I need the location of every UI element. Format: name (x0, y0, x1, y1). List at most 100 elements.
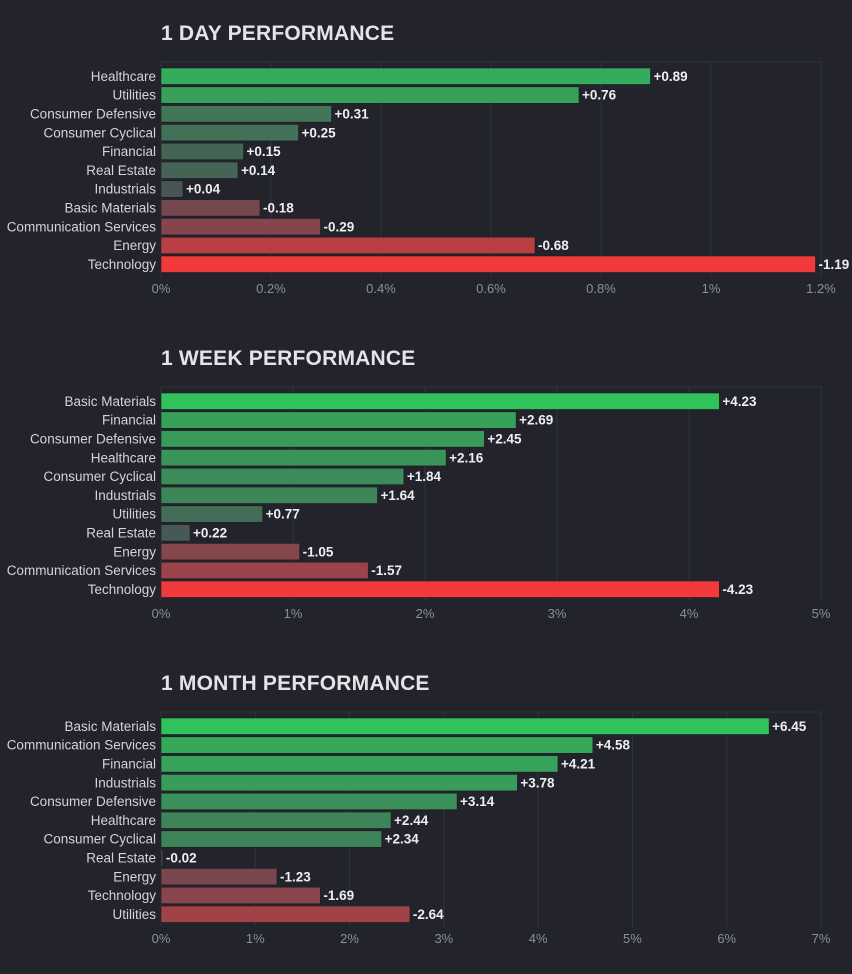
value-label: +3.14 (460, 794, 495, 809)
x-tick-label: 1% (284, 606, 303, 621)
value-label: +1.64 (380, 488, 415, 503)
category-label: Basic Materials (64, 719, 156, 734)
x-tick-label: 2% (416, 606, 435, 621)
value-label: -1.05 (303, 544, 334, 559)
x-tick-label: 7% (812, 931, 831, 946)
bar[interactable] (160, 161, 239, 179)
bar-chart: Basic Materials +4.23 Financial +2.69 Consum… (7, 386, 831, 621)
bar[interactable] (160, 905, 411, 923)
bar[interactable] (160, 199, 261, 217)
bar[interactable] (160, 792, 458, 810)
category-label: Healthcare (91, 450, 156, 465)
value-label: -1.69 (323, 888, 354, 903)
value-label: +0.76 (582, 88, 617, 103)
bar[interactable] (160, 411, 517, 429)
value-label: -0.18 (263, 200, 294, 215)
x-tick-label: 5% (812, 606, 831, 621)
bar[interactable] (160, 811, 392, 829)
category-label: Real Estate (86, 163, 156, 178)
x-tick-label: 3% (548, 606, 567, 621)
x-tick-label: 0% (152, 606, 171, 621)
category-label: Healthcare (91, 813, 156, 828)
panel-1-month: 1 MONTH PERFORMANCE Basic Materials +6.45… (0, 672, 852, 972)
bar[interactable] (160, 755, 559, 773)
category-label: Financial (102, 413, 156, 428)
category-label: Industrials (94, 488, 156, 503)
x-tick-label: 1% (702, 281, 721, 296)
value-label: +0.04 (186, 182, 221, 197)
bar[interactable] (160, 561, 369, 579)
bar[interactable] (160, 505, 263, 523)
x-tick-label: 6% (717, 931, 736, 946)
category-label: Healthcare (91, 69, 156, 84)
value-label: +0.31 (335, 106, 370, 121)
category-label: Consumer Cyclical (43, 469, 156, 484)
x-tick-label: 3% (434, 931, 453, 946)
category-label: Basic Materials (64, 394, 156, 409)
bar[interactable] (160, 467, 405, 485)
bar[interactable] (160, 849, 164, 867)
value-label: -1.23 (280, 869, 311, 884)
bar[interactable] (160, 392, 720, 410)
category-label: Energy (113, 869, 156, 884)
bar[interactable] (160, 105, 332, 123)
x-tick-label: 0.8% (586, 281, 616, 296)
bar[interactable] (160, 236, 536, 254)
category-label: Utilities (112, 907, 156, 922)
bar[interactable] (160, 67, 651, 85)
value-label: +0.25 (302, 125, 337, 140)
category-label: Basic Materials (64, 200, 156, 215)
category-label: Consumer Cyclical (43, 125, 156, 140)
bar[interactable] (160, 736, 594, 754)
value-label: -0.29 (324, 219, 355, 234)
category-label: Consumer Defensive (30, 106, 156, 121)
bar[interactable] (160, 830, 382, 848)
category-label: Utilities (112, 507, 156, 522)
bar[interactable] (160, 486, 378, 504)
value-label: +0.77 (266, 507, 300, 522)
value-label: +0.89 (654, 69, 688, 84)
bar[interactable] (160, 142, 244, 160)
bar-chart: Basic Materials +6.45 Communication Servic… (7, 711, 831, 946)
bar[interactable] (160, 524, 191, 542)
bar[interactable] (160, 430, 485, 448)
bar[interactable] (160, 218, 321, 236)
bar[interactable] (160, 86, 580, 104)
bar-chart: Healthcare +0.89 Utilities +0.76 Consumer De… (7, 61, 849, 296)
x-tick-label: 1% (246, 931, 265, 946)
bar[interactable] (160, 255, 816, 273)
panel-1-day: 1 DAY PERFORMANCE Healthcare +0.89 Utiliti… (0, 22, 852, 322)
value-label: +6.45 (772, 719, 807, 734)
chart-title: 1 MONTH PERFORMANCE (161, 672, 430, 695)
category-label: Technology (88, 257, 157, 272)
category-label: Consumer Defensive (30, 431, 156, 446)
bar[interactable] (160, 124, 299, 142)
category-label: Technology (88, 582, 157, 597)
bar[interactable] (160, 580, 720, 598)
bar[interactable] (160, 886, 321, 904)
x-tick-label: 0% (152, 281, 171, 296)
value-label: -0.02 (166, 850, 197, 865)
bar[interactable] (160, 868, 278, 886)
category-label: Real Estate (86, 850, 156, 865)
value-label: +2.44 (394, 813, 429, 828)
bar[interactable] (160, 717, 770, 735)
x-tick-label: 5% (623, 931, 642, 946)
category-label: Communication Services (7, 738, 157, 753)
x-tick-label: 4% (680, 606, 699, 621)
x-tick-label: 0.6% (476, 281, 506, 296)
value-label: +2.45 (487, 431, 522, 446)
value-label: +2.16 (449, 450, 484, 465)
bar[interactable] (160, 543, 300, 561)
category-label: Energy (113, 544, 156, 559)
x-tick-label: 0% (152, 931, 171, 946)
x-tick-label: 0.2% (256, 281, 286, 296)
bar[interactable] (160, 180, 184, 198)
value-label: +4.23 (722, 394, 757, 409)
category-label: Communication Services (7, 563, 157, 578)
panel-1-week: 1 WEEK PERFORMANCE Basic Materials +4.23 F… (0, 347, 852, 647)
bar[interactable] (160, 774, 518, 792)
bar[interactable] (160, 449, 447, 467)
value-label: +2.34 (385, 832, 420, 847)
x-tick-label: 4% (529, 931, 548, 946)
